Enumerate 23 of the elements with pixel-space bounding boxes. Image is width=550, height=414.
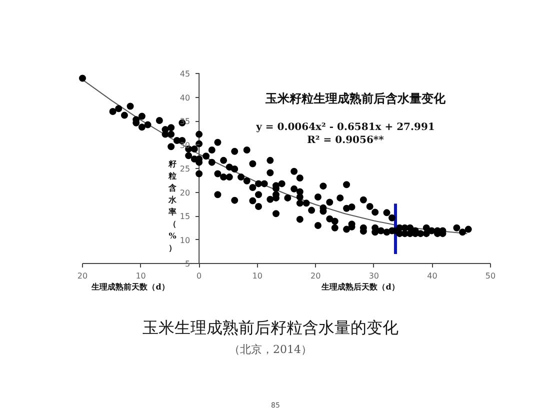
y-tick-label: 10 [180,236,190,245]
y-tick-label: 45 [180,70,190,78]
x-tick-label: 20 [310,272,321,280]
y-tick-label: 20 [180,188,190,198]
y-tick-label: 35 [180,117,190,126]
x-tick-label: 0 [196,272,202,280]
text: 玉米生理成熟前后籽粒含水量的变化 [142,318,398,337]
x-tick-label: 10 [252,272,262,280]
y-tick-label: 15 [180,212,190,221]
annotation: y = 0.0064x² - 0.6581x + 27.991 [255,122,435,133]
y-tick-label: 25 [180,164,190,174]
x-tick-label: 30 [368,272,380,280]
text: 玉米籽粒生理成熟前后含水量变化 [264,92,446,106]
x-tick-label: 50 [485,272,496,280]
text: （北京，2014） [229,343,312,356]
y-tick-label: 40 [180,93,190,102]
text: 生理成熟前天数（d） [90,282,170,292]
x-axis-title: 生理成熟后天数（d） [320,282,400,292]
x-tick-label: 40 [427,272,438,280]
y-axis-title: 籽粒含水率（%） [168,158,178,252]
annotation: R² = 0.9056** [307,135,385,146]
x-tick-label: 20 [77,272,88,280]
x-tick-label: 10 [136,272,146,280]
